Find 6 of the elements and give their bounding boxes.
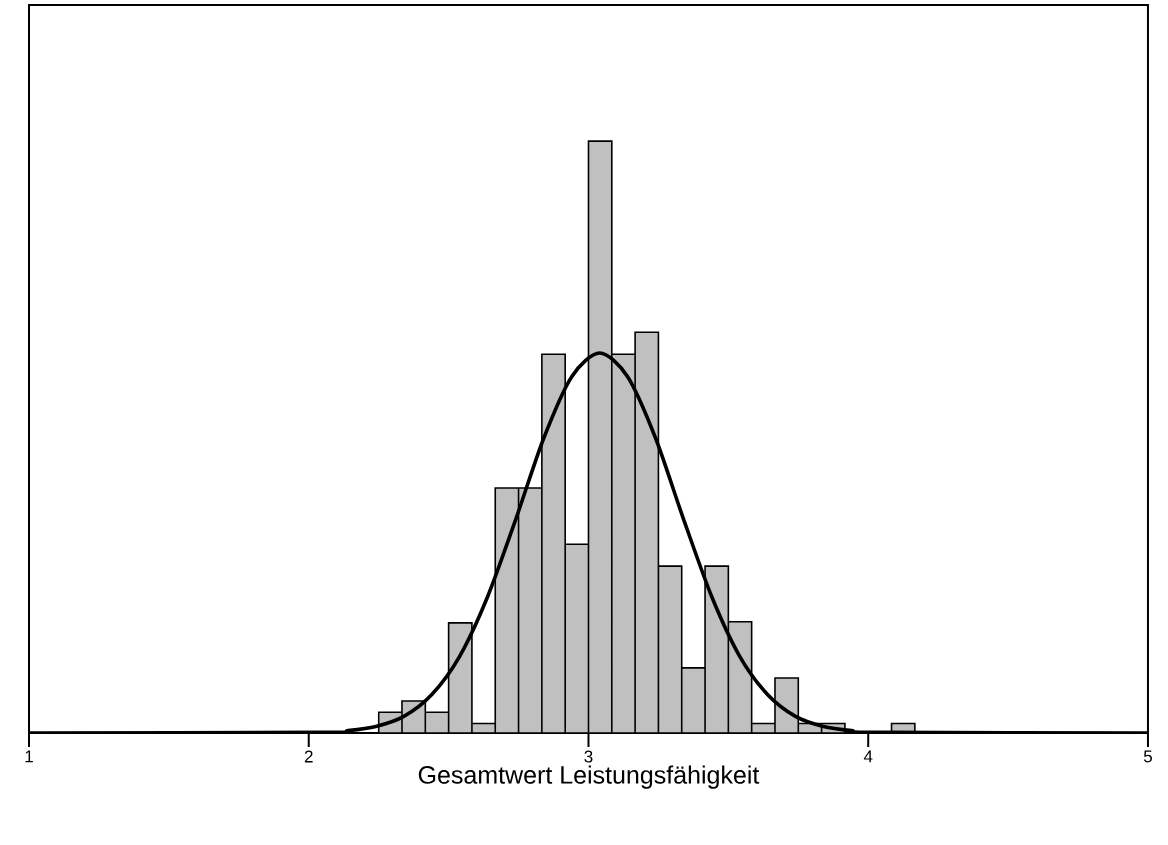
x-tick-label: 1 bbox=[25, 750, 33, 763]
x-tick-label: 5 bbox=[1143, 750, 1152, 763]
x-tick-label: 3 bbox=[584, 750, 593, 763]
x-axis-title: Gesamtwert Leistungsfähigkeit bbox=[418, 765, 760, 789]
x-tick-label: 4 bbox=[863, 750, 873, 763]
x-tick-label: 2 bbox=[304, 750, 313, 763]
